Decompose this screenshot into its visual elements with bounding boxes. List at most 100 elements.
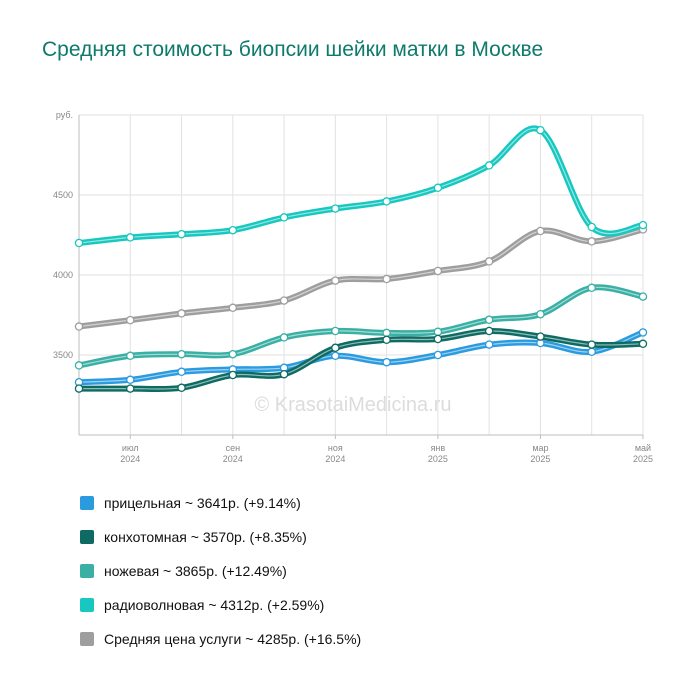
legend-label: конхотомная ~ 3570р. (+8.35%) — [104, 529, 307, 545]
data-point-ножевая — [74, 361, 84, 370]
x-tick-year-label: 2025 — [428, 454, 448, 464]
series-line-радиоволновая — [76, 125, 646, 246]
data-point-средняя-цена-услуги — [279, 296, 289, 305]
data-point-ножевая — [638, 292, 648, 301]
data-point-средняя-цена-услуги — [331, 276, 340, 285]
y-tick-label: 4500 — [53, 190, 73, 200]
legend-item: Средняя цена услуги ~ 4285р. (+16.5%) — [80, 622, 361, 656]
data-point-прицельная — [126, 375, 135, 385]
legend-swatch — [80, 598, 94, 612]
x-tick-month-label: май — [635, 443, 651, 453]
data-point-средняя-цена-услуги — [228, 303, 238, 313]
data-point-ножевая — [279, 333, 289, 342]
data-point-радиоволновая — [279, 213, 289, 222]
series-lines — [76, 125, 646, 393]
data-point-ножевая — [228, 349, 238, 359]
legend-item: прицельная ~ 3641р. (+9.14%) — [80, 486, 361, 520]
data-point-ножевая — [382, 328, 391, 338]
data-point-средняя-цена-услуги — [433, 266, 443, 276]
data-point-конхотомная — [177, 383, 186, 393]
data-point-прицельная — [587, 347, 596, 357]
data-point-радиоволновая — [536, 125, 545, 135]
series-line-ножевая — [76, 284, 646, 369]
legend: прицельная ~ 3641р. (+9.14%) конхотомная … — [80, 486, 361, 656]
data-point-конхотомная — [74, 384, 84, 393]
data-point-конхотомная — [331, 343, 340, 353]
x-tick-year-label: 2025 — [530, 454, 550, 464]
data-point-конхотомная — [587, 340, 596, 349]
series-line-highlight-средняя-цена-услуги — [78, 228, 644, 328]
data-point-конхотомная — [484, 326, 494, 336]
data-point-средняя-цена-услуги — [74, 322, 84, 331]
series-line-highlight-конхотомная — [78, 330, 644, 390]
data-points — [74, 125, 648, 393]
x-tick-year-label: 2025 — [633, 454, 653, 464]
data-point-конхотомная — [433, 334, 443, 344]
x-tick-year-label: 2024 — [223, 454, 243, 464]
legend-item: ножевая ~ 3865р. (+12.49%) — [80, 554, 361, 588]
axes: 350040004500руб.июл2024сен2024ноя2024янв… — [53, 110, 653, 464]
series-line-highlight-радиоволновая — [78, 127, 644, 244]
data-point-ножевая — [177, 349, 186, 359]
data-point-радиоволновая — [331, 204, 340, 213]
data-point-радиоволновая — [433, 183, 443, 193]
data-point-радиоволновая — [228, 225, 238, 235]
data-point-ножевая — [587, 283, 596, 293]
data-point-конхотомная — [536, 332, 545, 341]
data-point-средняя-цена-услуги — [126, 315, 135, 325]
legend-swatch — [80, 632, 94, 646]
chart-title: Средняя стоимость биопсии шейки матки в … — [42, 38, 544, 61]
x-tick-year-label: 2024 — [120, 454, 140, 464]
x-tick-month-label: июл — [122, 443, 139, 453]
data-point-ножевая — [126, 351, 135, 361]
legend-swatch — [80, 530, 94, 544]
data-point-средняя-цена-услуги — [587, 237, 596, 246]
data-point-ножевая — [484, 315, 494, 325]
data-point-средняя-цена-услуги — [177, 309, 186, 318]
data-point-средняя-цена-услуги — [484, 257, 494, 266]
data-point-радиоволновая — [126, 233, 135, 242]
data-point-ножевая — [536, 309, 545, 319]
legend-swatch — [80, 564, 94, 578]
x-tick-month-label: ноя — [328, 443, 343, 453]
legend-label: прицельная ~ 3641р. (+9.14%) — [104, 495, 301, 511]
legend-item: радиоволновая ~ 4312р. (+2.59%) — [80, 588, 361, 622]
x-tick-year-label: 2024 — [325, 454, 345, 464]
data-point-радиоволновая — [638, 220, 648, 230]
data-point-конхотомная — [279, 369, 289, 379]
legend-label: радиоволновая ~ 4312р. (+2.59%) — [104, 597, 325, 613]
legend-label: Средняя цена услуги ~ 4285р. (+16.5%) — [104, 631, 362, 647]
data-point-конхотомная — [382, 335, 391, 345]
line-chart: © KrasotaiMedicina.ru 350040004500руб.ию… — [53, 110, 653, 464]
data-point-конхотомная — [638, 339, 648, 349]
data-point-прицельная — [484, 340, 494, 349]
data-point-радиоволновая — [177, 229, 186, 239]
data-point-конхотомная — [228, 370, 238, 380]
y-unit-label: руб. — [56, 110, 73, 120]
data-point-конхотомная — [126, 384, 135, 393]
watermark-text: © KrasotaiMedicina.ru — [254, 394, 451, 416]
data-point-прицельная — [331, 351, 340, 361]
y-tick-label: 3500 — [53, 350, 73, 360]
data-point-прицельная — [382, 357, 391, 367]
series-line-highlight-прицельная — [78, 331, 644, 383]
data-point-прицельная — [638, 328, 648, 337]
grid-lines — [78, 114, 644, 435]
data-point-ножевая — [433, 327, 443, 337]
series-line-highlight-ножевая — [78, 286, 644, 366]
data-point-прицельная — [433, 350, 443, 360]
data-point-средняя-цена-услуги — [536, 226, 545, 236]
x-tick-month-label: мар — [532, 443, 548, 453]
data-point-прицельная — [177, 367, 186, 377]
legend-swatch — [80, 496, 94, 510]
data-point-радиоволновая — [382, 197, 391, 206]
legend-label: ножевая ~ 3865р. (+12.49%) — [104, 563, 287, 579]
data-point-радиоволновая — [74, 238, 84, 248]
x-tick-month-label: янв — [431, 443, 446, 453]
x-tick-month-label: сен — [226, 443, 241, 453]
series-line-средняя-цена-услуги — [76, 226, 646, 330]
legend-item: конхотомная ~ 3570р. (+8.35%) — [80, 520, 361, 554]
data-point-средняя-цена-услуги — [382, 274, 391, 284]
data-point-ножевая — [331, 326, 340, 336]
data-point-радиоволновая — [484, 161, 494, 170]
